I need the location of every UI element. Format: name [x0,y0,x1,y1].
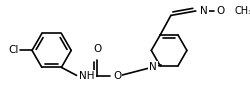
Text: Cl: Cl [8,45,18,55]
Text: O: O [93,44,101,54]
Text: O: O [216,6,224,16]
Text: N: N [149,62,157,72]
Text: N: N [200,6,208,16]
Text: NH: NH [79,71,95,81]
Text: O: O [113,71,121,81]
Text: CH₃: CH₃ [234,6,250,16]
